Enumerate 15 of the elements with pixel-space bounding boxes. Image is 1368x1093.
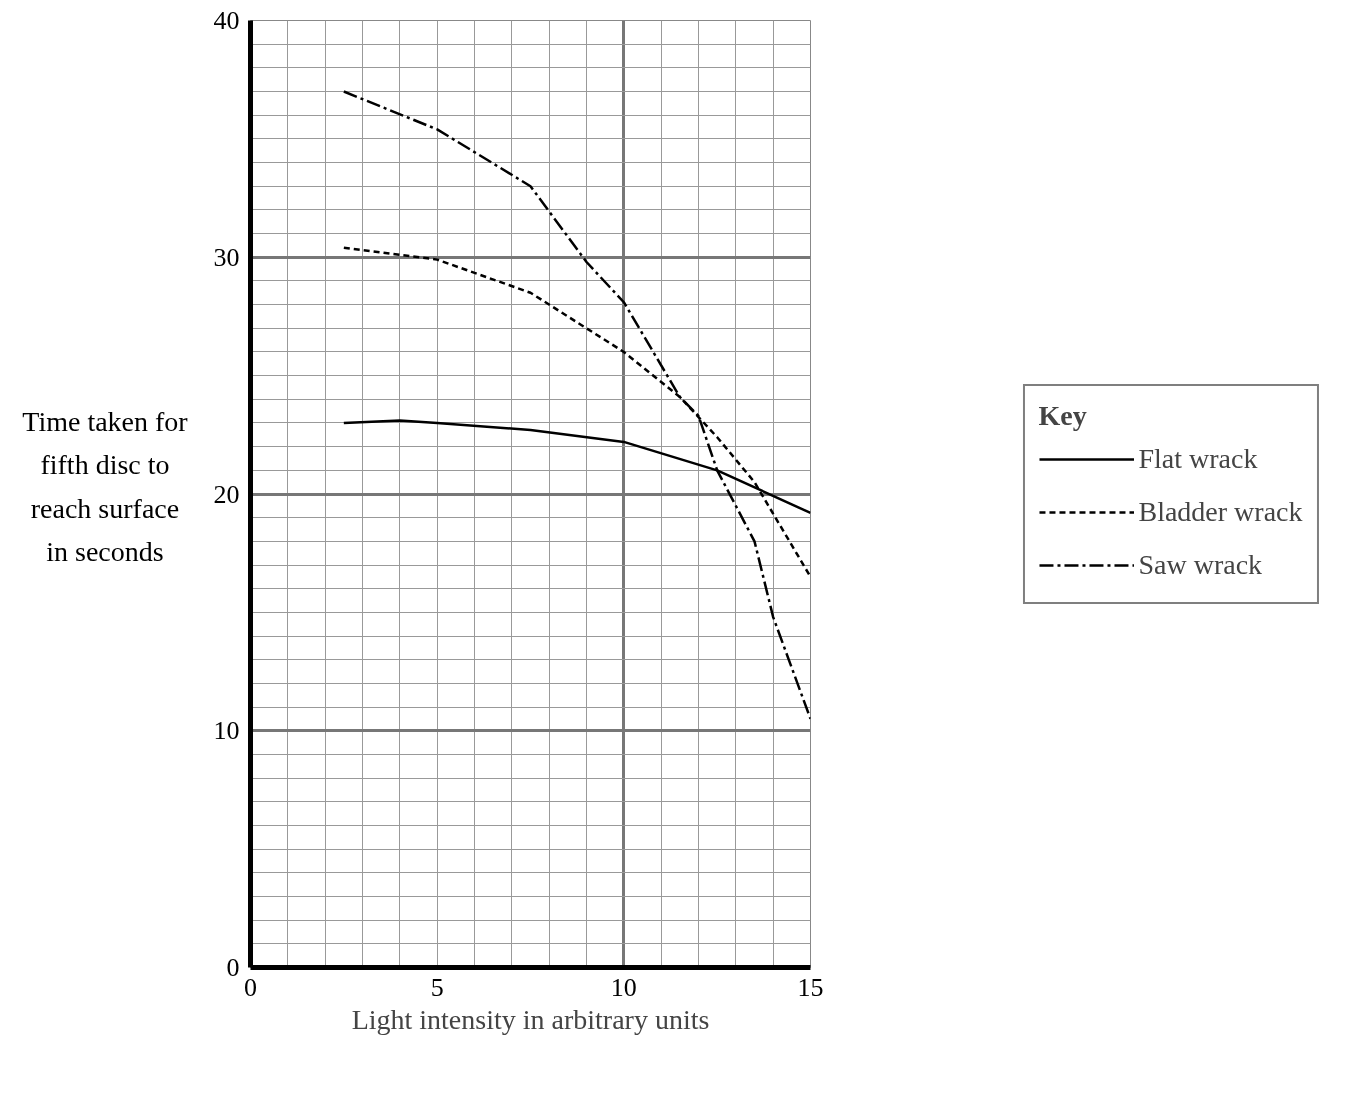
y-tick-label: 30 bbox=[213, 242, 240, 272]
y-tick-label: 40 bbox=[213, 6, 240, 35]
y-tick-label: 20 bbox=[213, 479, 240, 509]
legend-label: Bladder wrack bbox=[1138, 495, 1303, 529]
x-axis-title: Light intensity in arbitrary units bbox=[351, 1003, 710, 1035]
legend-label: Flat wrack bbox=[1138, 442, 1258, 476]
y-tick-label: 0 bbox=[226, 953, 240, 982]
y-tick-label: 10 bbox=[213, 716, 240, 746]
x-tick-label: 10 bbox=[610, 972, 637, 1002]
line-series bbox=[342, 90, 811, 721]
x-tick-label: 5 bbox=[430, 972, 444, 1002]
x-tick-label: 15 bbox=[797, 972, 824, 1002]
legend-title: Key bbox=[1038, 399, 1088, 432]
y-axis-title: Time taken for fifth disc to reach surface in seconds bbox=[22, 405, 188, 570]
legend-label: Saw wrack bbox=[1138, 548, 1263, 582]
